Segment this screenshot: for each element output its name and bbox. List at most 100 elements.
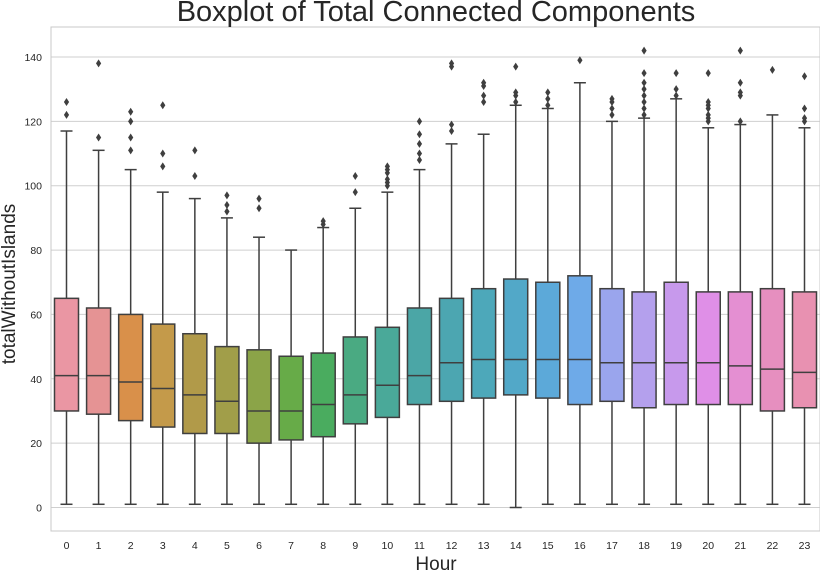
outlier-point [641, 110, 647, 119]
outlier-point [416, 149, 423, 158]
iqr-box [374, 326, 401, 419]
outlier-point [95, 59, 102, 68]
box-hour-3 [150, 101, 176, 506]
box-hour-0 [53, 98, 80, 506]
outlier-point [224, 191, 230, 200]
outlier-point [160, 149, 166, 158]
box-hour-20 [695, 69, 721, 506]
outlier-point [641, 85, 647, 94]
outlier-point [513, 98, 519, 107]
box-hour-16 [567, 56, 593, 506]
box-hour-8 [310, 217, 336, 506]
box-hour-11 [406, 117, 433, 506]
outlier-point [673, 91, 679, 100]
outlier-point [673, 69, 679, 78]
outlier-point [801, 104, 808, 113]
outlier-point [577, 56, 583, 65]
iqr-box [502, 278, 529, 396]
outlier-point [641, 46, 647, 55]
x-tick-label: 18 [638, 540, 650, 552]
box-hour-7 [278, 249, 304, 506]
iqr-box [470, 287, 497, 399]
x-tick-label: 12 [446, 540, 458, 552]
outlier-point [513, 88, 519, 97]
y-axis-label: totalWithoutIslands [0, 204, 20, 365]
outlier-point [128, 117, 134, 126]
outlier-point [705, 110, 711, 119]
box-hour-13 [470, 78, 497, 506]
x-tick-label: 13 [478, 540, 490, 552]
iqr-box [278, 355, 304, 441]
outlier-point [224, 207, 230, 216]
x-tick-label: 19 [670, 540, 682, 552]
box-hour-9 [342, 172, 369, 506]
iqr-box [727, 291, 754, 406]
box-hour-21 [727, 46, 754, 506]
boxes [53, 46, 818, 509]
outlier-point [737, 117, 743, 126]
x-tick-label: 1 [96, 540, 102, 552]
x-tick-labels: 0 1 2 3 4 5 6 7 8 9 10 11 12 13 14 15 16 17 18 19 20 21 22 23 [64, 540, 811, 552]
x-tick-label: 16 [574, 540, 586, 552]
outlier-point [256, 204, 262, 213]
outlier-point [481, 91, 487, 100]
iqr-box [342, 336, 369, 425]
outlier-point [192, 146, 198, 155]
y-tick-labels: 0 20 40 60 80 100 120 140 [24, 52, 42, 515]
outlier-point [416, 155, 423, 164]
outlier-point [448, 120, 455, 129]
outlier-point [160, 162, 166, 171]
x-tick-label: 9 [352, 540, 358, 552]
outlier-point [320, 217, 326, 226]
outlier-point [95, 133, 102, 142]
iqr-box [567, 275, 593, 406]
outlier-point [63, 110, 70, 119]
box-hour-18 [631, 46, 657, 506]
outlier-point [448, 59, 455, 68]
outlier-point [128, 107, 134, 116]
y-tick-label: 140 [24, 52, 42, 64]
iqr-box [53, 297, 80, 412]
y-tick-label: 100 [24, 181, 42, 193]
outlier-point [609, 104, 615, 113]
iqr-box [791, 291, 818, 409]
outlier-point [801, 72, 808, 81]
outlier-point [545, 101, 551, 110]
y-tick-label: 20 [30, 438, 42, 450]
outlier-point [192, 172, 198, 181]
iqr-box [599, 287, 625, 403]
box-hour-10 [374, 162, 401, 506]
outlier-point [416, 139, 423, 148]
box-hour-23 [791, 72, 818, 506]
x-tick-label: 6 [256, 540, 262, 552]
y-tick-label: 60 [30, 309, 42, 321]
outlier-point [416, 130, 423, 139]
outlier-point [128, 133, 134, 142]
y-tick-label: 40 [30, 374, 42, 386]
iqr-box [117, 313, 144, 422]
outlier-point [63, 98, 70, 107]
outlier-point [641, 104, 647, 113]
x-tick-label: 8 [320, 540, 326, 552]
outlier-point [609, 110, 615, 119]
outlier-point [737, 46, 743, 55]
x-tick-label: 2 [128, 540, 134, 552]
outlier-point [384, 175, 390, 184]
outlier-point [545, 94, 551, 103]
outlier-point [224, 201, 230, 210]
outlier-point [801, 114, 808, 123]
outlier-point [481, 98, 487, 107]
chart-title: Boxplot of Total Connected Components [177, 0, 696, 28]
x-tick-label: 22 [767, 540, 779, 552]
y-tick-label: 0 [36, 503, 42, 515]
box-hour-15 [535, 88, 561, 506]
x-axis-label: Hour [415, 554, 457, 573]
x-tick-label: 11 [414, 540, 425, 552]
x-tick-label: 7 [288, 540, 294, 552]
outlier-point [705, 98, 711, 107]
x-tick-label: 14 [510, 540, 522, 552]
box-hour-14 [502, 62, 529, 509]
outlier-point [352, 188, 358, 197]
x-tick-label: 21 [734, 540, 746, 552]
